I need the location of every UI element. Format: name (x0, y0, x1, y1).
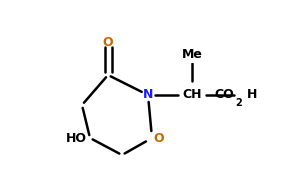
Text: O: O (103, 36, 113, 48)
Text: 2: 2 (235, 98, 242, 109)
Text: H: H (247, 89, 257, 102)
Text: Me: Me (181, 48, 202, 61)
Text: CO: CO (214, 89, 234, 102)
Text: CH: CH (182, 89, 202, 102)
Text: N: N (143, 89, 153, 102)
Text: HO: HO (66, 132, 87, 145)
Text: O: O (153, 132, 164, 145)
